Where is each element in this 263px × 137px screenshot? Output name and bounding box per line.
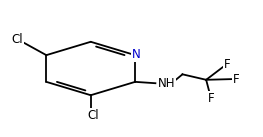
Text: NH: NH (158, 77, 175, 90)
Text: F: F (208, 92, 215, 105)
Text: F: F (232, 73, 239, 86)
Text: Cl: Cl (88, 109, 99, 122)
Text: N: N (132, 48, 141, 61)
Text: F: F (224, 58, 230, 71)
Text: Cl: Cl (12, 33, 23, 46)
